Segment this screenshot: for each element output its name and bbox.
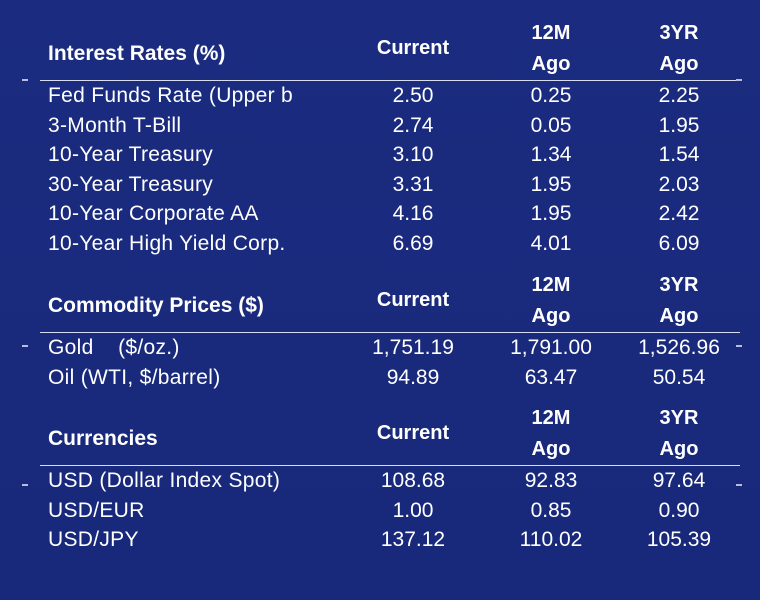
table-row: 3-Month T-Bill 2.74 0.05 1.95 — [40, 111, 740, 141]
row-label: Oil (WTI, $/barrel) — [48, 365, 221, 389]
3yr-ago-value: 50.54 — [652, 365, 706, 389]
3yr-ago-value: 97.64 — [652, 469, 706, 492]
3yr-ago-value: 1.95 — [658, 113, 700, 137]
edge-tick-mark — [22, 79, 28, 81]
3yr-header-line2: Ago — [659, 438, 699, 460]
3yr-ago-column-header: 3YR Ago — [624, 18, 734, 80]
12m-header-line1: 12M — [531, 274, 571, 296]
interest-rates-header: Interest Rates (%) Current 12M Ago 3YR A… — [40, 22, 740, 80]
3yr-header-line2: Ago — [659, 53, 699, 75]
table-row: Oil (WTI, $/barrel) 94.89 63.47 50.54 — [40, 363, 740, 393]
current-value: 1.00 — [392, 498, 434, 522]
3yr-header-line1: 3YR — [659, 407, 699, 429]
3yr-ago-column-header: 3YR Ago — [624, 270, 734, 332]
current-value: 4.16 — [392, 202, 434, 225]
3yr-ago-value: 2.25 — [658, 84, 700, 107]
12m-ago-column-header: 12M Ago — [496, 403, 606, 465]
table-row: USD/EUR 1.00 0.85 0.90 — [40, 496, 740, 526]
table-row: Gold ($/oz.) 1,751.19 1,791.00 1,526.96 — [40, 333, 740, 363]
row-label: USD (Dollar Index Spot) — [48, 469, 281, 492]
3yr-ago-value: 105.39 — [646, 528, 712, 551]
currencies-section: Currencies Current 12M Ago 3YR Ago USD (… — [40, 407, 740, 555]
row-label: 10-Year Corporate AA — [48, 202, 259, 225]
current-value: 3.10 — [392, 143, 434, 166]
edge-tick-mark — [736, 484, 742, 486]
current-value: 3.31 — [392, 172, 434, 196]
commodity-prices-header: Commodity Prices ($) Current 12M Ago 3YR… — [40, 274, 740, 332]
3yr-header-line1: 3YR — [659, 274, 699, 296]
3yr-ago-column-header: 3YR Ago — [624, 403, 734, 465]
commodity-prices-section: Commodity Prices ($) Current 12M Ago 3YR… — [40, 274, 740, 392]
12m-header-line1: 12M — [531, 407, 571, 429]
12m-header-line2: Ago — [531, 53, 571, 75]
3yr-ago-value: 2.42 — [658, 202, 700, 225]
header-divider — [40, 80, 740, 81]
currencies-header: Currencies Current 12M Ago 3YR Ago — [40, 407, 740, 465]
row-label: 30-Year Treasury — [48, 172, 214, 196]
commodity-prices-title: Commodity Prices ($) — [48, 294, 264, 317]
12m-ago-value: 1.95 — [530, 172, 572, 196]
current-value: 1,751.19 — [372, 336, 454, 359]
row-label: 3-Month T-Bill — [48, 113, 182, 137]
12m-header-line2: Ago — [531, 438, 571, 460]
table-row: 10-Year High Yield Corp. 6.69 4.01 6.09 — [40, 229, 740, 259]
table-row: USD/JPY 137.12 110.02 105.39 — [40, 525, 740, 555]
12m-header-line1: 12M — [531, 22, 571, 44]
table-row: 30-Year Treasury 3.31 1.95 2.03 — [40, 170, 740, 200]
12m-ago-value: 110.02 — [519, 528, 583, 551]
12m-ago-value: 0.85 — [530, 498, 572, 522]
edge-tick-mark — [736, 79, 742, 81]
3yr-header-line2: Ago — [659, 305, 699, 327]
3yr-ago-value: 0.90 — [658, 498, 700, 522]
current-value: 94.89 — [386, 365, 440, 389]
3yr-ago-value: 1,526.96 — [638, 336, 720, 359]
3yr-ago-value: 2.03 — [658, 172, 700, 196]
row-label: 10-Year Treasury — [48, 143, 214, 166]
table-row: USD (Dollar Index Spot) 108.68 92.83 97.64 — [40, 466, 740, 496]
edge-tick-mark — [736, 345, 742, 347]
table-row: Fed Funds Rate (Upper b 2.50 0.25 2.25 — [40, 81, 740, 111]
current-column-header: Current — [376, 422, 450, 444]
12m-ago-value: 0.25 — [530, 84, 572, 107]
12m-ago-column-header: 12M Ago — [496, 270, 606, 332]
3yr-ago-value: 1.54 — [658, 143, 700, 166]
12m-ago-value: 92.83 — [524, 469, 578, 492]
current-value: 137.12 — [380, 528, 446, 551]
table-row: 10-Year Corporate AA 4.16 1.95 2.42 — [40, 199, 740, 229]
interest-rates-title: Interest Rates (%) — [48, 42, 226, 65]
12m-ago-value: 1.34 — [530, 143, 572, 166]
header-divider — [40, 465, 740, 466]
row-label: Fed Funds Rate (Upper b — [48, 84, 294, 107]
current-value: 2.74 — [392, 113, 434, 137]
12m-ago-value: 4.01 — [530, 231, 572, 255]
interest-rates-section: Interest Rates (%) Current 12M Ago 3YR A… — [40, 22, 740, 258]
12m-header-line2: Ago — [531, 305, 571, 327]
current-column-header: Current — [376, 289, 450, 311]
12m-ago-value: 1.95 — [530, 202, 572, 225]
table-row: 10-Year Treasury 3.10 1.34 1.54 — [40, 140, 740, 170]
header-divider — [40, 332, 740, 333]
3yr-ago-value: 6.09 — [658, 231, 700, 255]
12m-ago-value: 63.47 — [524, 365, 578, 389]
12m-ago-value: 0.05 — [530, 113, 572, 137]
12m-ago-column-header: 12M Ago — [496, 18, 606, 80]
row-label: USD/JPY — [48, 528, 139, 551]
row-label: USD/EUR — [48, 498, 145, 522]
current-value: 6.69 — [392, 231, 434, 255]
current-value: 2.50 — [392, 84, 434, 107]
row-label: 10-Year High Yield Corp. — [48, 231, 286, 255]
current-column-header: Current — [376, 37, 450, 59]
current-value: 108.68 — [380, 469, 446, 492]
currencies-title: Currencies — [48, 427, 158, 450]
12m-ago-value: 1,791.00 — [510, 336, 592, 359]
edge-tick-mark — [22, 484, 28, 486]
edge-tick-mark — [22, 345, 28, 347]
3yr-header-line1: 3YR — [659, 22, 699, 44]
row-label: Gold ($/oz.) — [48, 336, 180, 359]
